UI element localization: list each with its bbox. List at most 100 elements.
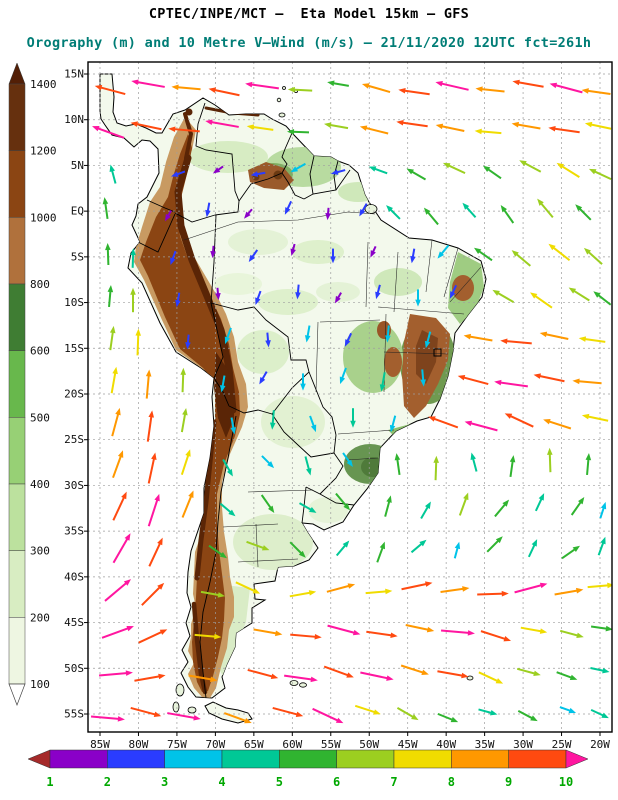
wind-arrow: [593, 291, 612, 306]
state-border: [449, 266, 482, 303]
wind-arrow: [171, 170, 186, 177]
wind-arrow: [376, 541, 385, 563]
wind-arrow: [440, 586, 470, 594]
wind-arrow: [597, 536, 606, 556]
wind-arrow: [326, 583, 356, 593]
country-border: [303, 169, 351, 200]
wind-colorbar-right-arrow: [565, 749, 589, 769]
wind-arrow: [554, 587, 584, 596]
wind-colorbar-band: [393, 749, 452, 769]
wind-arrow: [245, 81, 279, 90]
country-border: [333, 160, 339, 191]
latitude-label: 40S: [64, 570, 84, 583]
wind-arrow: [335, 492, 351, 511]
wind-arrow: [304, 325, 311, 343]
wind-arrow: [104, 579, 132, 602]
longitude-label: 45W: [398, 738, 418, 751]
orography-tick-label: 100: [30, 678, 50, 691]
island: [299, 682, 307, 688]
wind-arrow: [494, 499, 510, 518]
wind-speed-colorbar: 1 2 3 4 5 6 7 8 9 10: [28, 749, 589, 789]
wind-arrow: [246, 540, 270, 551]
wind-arrow: [547, 447, 553, 473]
wind-arrow: [590, 708, 609, 719]
wind-arrow: [533, 373, 565, 383]
wind-arrow: [164, 210, 172, 222]
country-border: [210, 214, 217, 304]
wind-arrow: [386, 205, 401, 220]
wind-tick-label: 4: [218, 775, 225, 789]
country-border: [137, 213, 176, 253]
wind-arrow: [375, 284, 381, 300]
wind-arrow: [327, 80, 350, 87]
wind-arrow: [543, 418, 572, 430]
island: [276, 97, 282, 103]
orography-tick-label: 1000: [30, 211, 57, 224]
orography-colorbar-segment: [8, 483, 26, 551]
country-border: [281, 172, 305, 200]
wind-arrow: [261, 455, 275, 469]
country-border: [333, 434, 337, 454]
wind-arrow: [180, 449, 191, 476]
wind-arrow: [111, 407, 121, 437]
wind-arrow: [134, 673, 166, 682]
vegetation-patch: [188, 141, 268, 173]
wind-arrow: [210, 245, 216, 259]
wind-arrow: [478, 708, 498, 716]
vegetation-patch: [374, 268, 422, 296]
vegetation-patch: [361, 457, 385, 477]
wind-arrow: [109, 164, 117, 184]
andes-high-peaks: [174, 154, 237, 414]
vegetation-patch: [237, 330, 289, 374]
wind-arrow: [464, 420, 498, 432]
page-title: CPTEC/INPE/MCT – Eta Model 15km – GFS: [148, 6, 470, 22]
wind-arrow: [259, 371, 268, 385]
orography-colorbar-segment: [8, 83, 26, 151]
highlands-patch: [384, 347, 402, 377]
wind-arrow: [212, 165, 224, 174]
wind-arrow: [384, 495, 392, 517]
orography-colorbar-segment: [8, 350, 26, 418]
wind-arrow: [406, 168, 427, 181]
wind-arrow: [170, 250, 177, 265]
orography-colorbar-top-arrow: [8, 62, 26, 85]
longitude-label: 60W: [282, 738, 302, 751]
wind-arrow: [534, 493, 545, 512]
longitude-label: 65W: [244, 738, 264, 751]
wind-colorbar-band: [49, 749, 108, 769]
wind-arrow: [581, 88, 611, 96]
country-border: [281, 132, 293, 174]
wind-arrow: [587, 582, 612, 589]
orography-colorbar-bottom-arrow: [8, 683, 26, 706]
wind-arrow: [511, 121, 541, 130]
wind-arrow: [458, 492, 469, 516]
wind-arrow: [440, 629, 475, 636]
wind-arrow: [590, 666, 610, 674]
wind-arrow: [181, 490, 194, 518]
state-border: [237, 558, 299, 563]
andes-range: [140, 134, 240, 692]
wind-arrow: [284, 200, 293, 215]
wind-arrow: [167, 712, 201, 721]
orography-tick-label: 200: [30, 611, 50, 624]
wind-arrow: [588, 168, 612, 181]
wind-arrow: [105, 243, 111, 266]
wind-arrow: [424, 331, 432, 349]
state-border: [222, 523, 279, 528]
wind-tick-label: 2: [104, 775, 111, 789]
wind-arrow: [556, 671, 578, 680]
wind-arrow: [561, 545, 581, 560]
island: [172, 701, 180, 713]
wind-arrow: [200, 590, 226, 598]
orography-tick-label: 400: [30, 478, 50, 491]
wind-tick-label: 6: [333, 775, 340, 789]
wind-arrow: [350, 408, 356, 428]
wind-arrow: [486, 536, 503, 553]
country-border: [319, 452, 344, 495]
wind-arrow: [435, 123, 465, 133]
country-border: [238, 172, 283, 202]
wind-arrow: [405, 623, 435, 633]
wind-arrow: [423, 207, 439, 226]
wind-arrow: [410, 539, 427, 554]
country-border: [228, 405, 273, 415]
